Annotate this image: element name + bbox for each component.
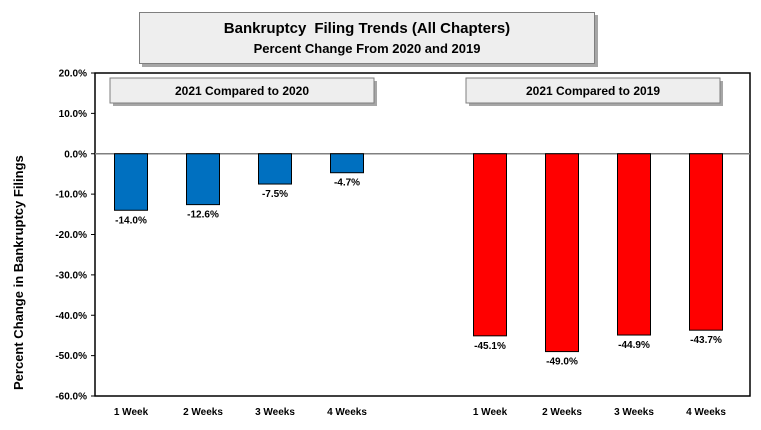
data-label: -12.6% xyxy=(187,210,219,221)
y-tick-label: -60.0% xyxy=(55,392,87,403)
chart-subtitle: Percent Change From 2020 and 2019 xyxy=(253,41,481,56)
y-tick-label: -40.0% xyxy=(55,311,87,322)
bar xyxy=(473,153,507,337)
data-label: -4.7% xyxy=(334,178,360,189)
plot-area-border xyxy=(94,72,751,397)
x-tick-label: 3 Weeks xyxy=(614,407,654,418)
bar xyxy=(617,153,651,336)
x-tick-label: 2 Weeks xyxy=(542,407,582,418)
x-tick-label: 4 Weeks xyxy=(686,407,726,418)
bar xyxy=(258,153,292,185)
group-label-box xyxy=(465,77,721,104)
chart-title-part2: Filing Trends (All Chapters) xyxy=(314,20,511,37)
y-tick-label: 0.0% xyxy=(64,149,87,160)
chart-title-part1: Bankruptcy xyxy=(223,20,307,37)
y-tick-label: -10.0% xyxy=(55,190,87,201)
bar xyxy=(186,153,220,206)
bar xyxy=(330,153,364,174)
x-tick-label: 4 Weeks xyxy=(327,407,367,418)
y-tick-label: -50.0% xyxy=(55,351,87,362)
data-label: -49.0% xyxy=(546,357,578,368)
bar xyxy=(114,153,148,211)
chart-title-box: Bankruptcy Filing Trends (All Chapters) P… xyxy=(139,12,595,64)
data-label: -7.5% xyxy=(262,189,288,200)
bar xyxy=(689,153,723,331)
x-tick-label: 3 Weeks xyxy=(255,407,295,418)
y-tick-label: 20.0% xyxy=(59,69,87,80)
y-tick-label: 10.0% xyxy=(59,109,87,120)
x-tick-label: 1 Week xyxy=(114,407,149,418)
data-label: -14.0% xyxy=(115,215,147,226)
group-label: 2021 Compared to 2020 xyxy=(175,84,309,98)
x-tick-label: 1 Week xyxy=(473,407,508,418)
x-tick-label: 2 Weeks xyxy=(183,407,223,418)
data-label: -44.9% xyxy=(618,340,650,351)
bar xyxy=(545,153,579,353)
data-label: -45.1% xyxy=(474,341,506,352)
data-label: -43.7% xyxy=(690,335,722,346)
chart-title: Bankruptcy Filing Trends (All Chapters) xyxy=(140,20,594,38)
y-tick-label: -20.0% xyxy=(55,230,87,241)
y-tick-label: -30.0% xyxy=(55,270,87,281)
group-label: 2021 Compared to 2019 xyxy=(526,84,660,98)
group-label-box xyxy=(109,77,375,104)
